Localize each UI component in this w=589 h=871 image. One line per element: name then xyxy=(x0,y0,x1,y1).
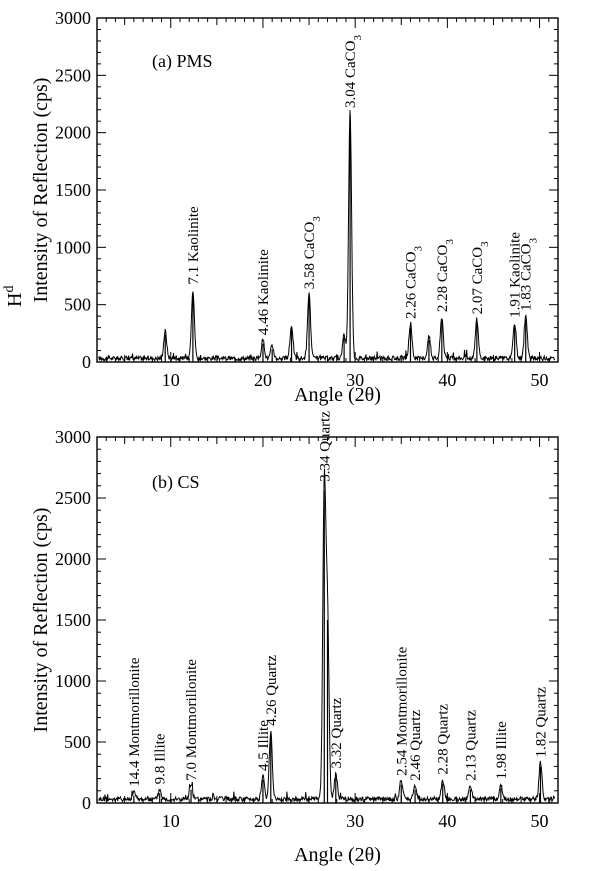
peak-annotation-subscript: 3 xyxy=(479,241,491,247)
peak-annotation-text: 2.54 Montmorillonite xyxy=(394,646,410,776)
peak-annotation-text: 9.8 Illite xyxy=(153,733,169,784)
y-tick-label: 3000 xyxy=(55,427,91,447)
stray-mark-text: H xyxy=(4,293,26,307)
y-axis-title: Intensity of Reflection (cps) xyxy=(30,508,52,733)
x-tick-label: 20 xyxy=(254,370,272,390)
diffraction-trace xyxy=(98,110,556,363)
peak-annotation: 2.54 Montmorillonite xyxy=(394,646,410,776)
y-tick-label: 500 xyxy=(64,732,91,752)
panel-label: (a) PMS xyxy=(152,51,213,72)
y-tick-label: 1000 xyxy=(55,237,91,257)
y-tick-label: 500 xyxy=(64,295,91,315)
peak-annotation-text: 2.28 CaCO xyxy=(435,244,451,312)
peak-annotation-text: 1.91 Kaolinite xyxy=(508,232,524,318)
peak-annotation: 1.82 Quartz xyxy=(533,686,549,757)
peak-annotation: 4.5 Illite xyxy=(256,720,272,771)
peak-annotation-text: 1.98 Illite xyxy=(494,721,510,780)
y-axis-title: Intensity of Reflection (cps) xyxy=(30,78,52,303)
peak-annotation-text: 3.34 Quartz xyxy=(317,411,333,482)
peak-annotation: 9.8 Illite xyxy=(153,733,169,784)
peak-annotation-text: 7.0 Montmorillonite xyxy=(184,659,200,781)
x-tick-label: 30 xyxy=(346,811,364,831)
peak-annotation: 1.91 Kaolinite xyxy=(508,232,524,318)
y-tick-label: 1500 xyxy=(55,180,91,200)
peak-annotation: 2.28 Quartz xyxy=(436,703,452,774)
peak-annotation-text: 1.82 Quartz xyxy=(533,686,549,757)
peak-annotation: 7.1 Kaolinite xyxy=(186,206,202,285)
x-tick-label: 30 xyxy=(346,370,364,390)
diffraction-trace xyxy=(98,468,556,804)
x-tick-label: 40 xyxy=(438,370,456,390)
peak-annotation-text: 4.5 Illite xyxy=(256,720,272,771)
peak-annotation: 3.32 Quartz xyxy=(329,697,345,768)
peak-annotation: 1.98 Illite xyxy=(494,721,510,780)
peak-annotation-text: 2.28 Quartz xyxy=(436,703,452,774)
y-tick-label: 2000 xyxy=(55,123,91,143)
stray-mark-superscript: d xyxy=(2,286,17,293)
peak-annotation-text: 4.46 Kaolinite xyxy=(256,249,272,335)
x-tick-label: 10 xyxy=(162,370,180,390)
peak-annotation: 2.07 CaCO3 xyxy=(470,241,491,315)
y-tick-label: 0 xyxy=(82,352,91,372)
peak-annotation-text: 1.83 CaCO xyxy=(519,243,535,311)
peak-annotation-text: 2.46 Quartz xyxy=(408,710,424,781)
peak-annotation: 3.58 CaCO3 xyxy=(302,216,323,290)
peak-annotation: 3.04 CaCO3 xyxy=(343,35,364,109)
stray-mark: Hd xyxy=(2,286,26,307)
peak-annotation: 14.4 Montmorillonite xyxy=(127,657,143,787)
peak-annotation-text: 7.1 Kaolinite xyxy=(186,206,202,285)
panel-label: (b) CS xyxy=(152,472,200,493)
x-axis-title: Angle (2θ) xyxy=(294,844,381,866)
peak-annotation-subscript: 3 xyxy=(352,35,364,41)
peak-annotation: 4.26 Quartz xyxy=(264,655,280,726)
peak-annotation-text: 2.26 CaCO xyxy=(403,251,419,319)
x-tick-label: 10 xyxy=(162,811,180,831)
y-tick-label: 0 xyxy=(82,793,91,813)
x-tick-label: 20 xyxy=(254,811,272,831)
peak-annotation-text: 3.04 CaCO xyxy=(343,40,359,108)
y-tick-label: 3000 xyxy=(55,8,91,28)
x-tick-label: 40 xyxy=(438,811,456,831)
y-tick-label: 2500 xyxy=(55,65,91,85)
peak-annotation-text: 3.58 CaCO xyxy=(302,222,318,290)
peak-annotation: 2.13 Quartz xyxy=(463,710,479,781)
peak-annotation: 3.34 Quartz xyxy=(317,411,333,482)
peak-annotation: 2.26 CaCO3 xyxy=(403,246,424,320)
peak-annotation-subscript: 3 xyxy=(444,239,456,245)
y-tick-label: 1500 xyxy=(55,610,91,630)
peak-annotation-text: 3.32 Quartz xyxy=(329,697,345,768)
peak-annotation-subscript: 3 xyxy=(311,216,323,222)
y-tick-label: 1000 xyxy=(55,671,91,691)
peak-annotation: 1.83 CaCO3 xyxy=(519,237,540,311)
x-axis-title: Angle (2θ) xyxy=(294,384,381,406)
peak-annotation-subscript: 3 xyxy=(412,246,424,252)
peak-annotation: 2.46 Quartz xyxy=(408,710,424,781)
x-tick-label: 50 xyxy=(531,811,549,831)
x-tick-label: 50 xyxy=(531,370,549,390)
peak-annotation-text: 4.26 Quartz xyxy=(264,655,280,726)
peak-annotation-text: 2.13 Quartz xyxy=(463,710,479,781)
peak-annotation-text: 2.07 CaCO xyxy=(470,247,486,315)
peak-annotation: 7.0 Montmorillonite xyxy=(184,659,200,781)
y-tick-label: 2500 xyxy=(55,488,91,508)
peak-annotation-text: 14.4 Montmorillonite xyxy=(127,657,143,787)
peak-annotation: 2.28 CaCO3 xyxy=(435,239,456,313)
peak-annotation: 4.46 Kaolinite xyxy=(256,249,272,335)
peak-annotation-subscript: 3 xyxy=(528,237,540,243)
y-tick-label: 2000 xyxy=(55,549,91,569)
